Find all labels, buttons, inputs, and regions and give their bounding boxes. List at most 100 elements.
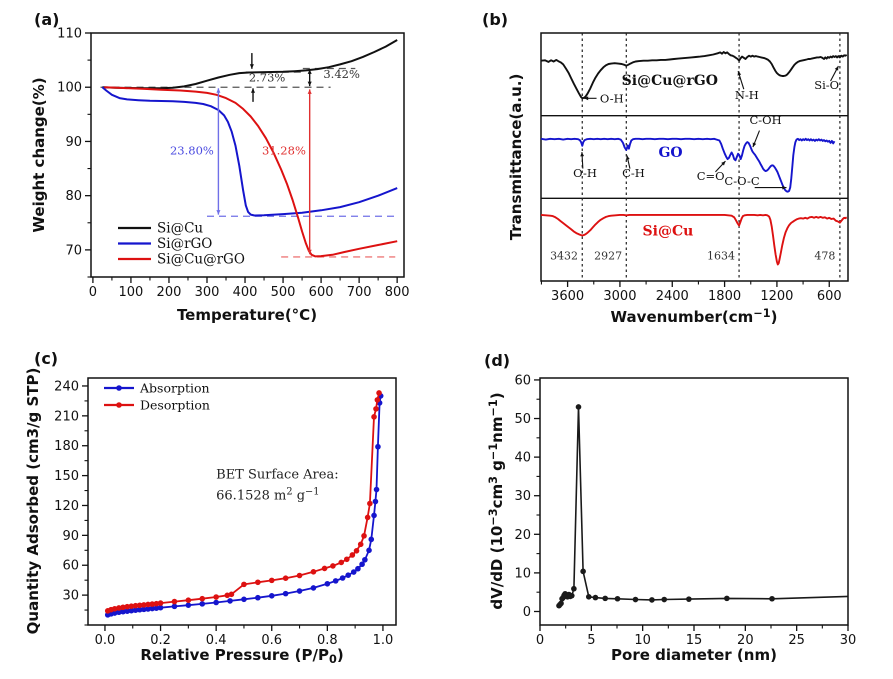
y-tick-label: 180: [54, 439, 79, 454]
data-point: [199, 601, 206, 607]
series-line-Si@Cu: [102, 39, 398, 90]
y-tick-label: 150: [54, 469, 79, 484]
spectrum-Si@Cu: [540, 213, 848, 266]
x-tick-label: 1200: [760, 289, 793, 304]
data-point: [580, 568, 586, 575]
x-tick-label: 800: [385, 285, 410, 300]
data-point: [350, 569, 357, 575]
x-tick-label: 0.2: [150, 633, 171, 648]
x-tick-label: 300: [195, 285, 220, 300]
data-point: [199, 595, 206, 602]
data-point: [111, 610, 118, 616]
x-tick-label: 0.0: [95, 633, 116, 648]
data-point: [111, 605, 118, 612]
data-point: [686, 596, 692, 602]
arrowhead-icon: [834, 66, 839, 71]
data-point: [661, 596, 668, 603]
series-line-Si@rGO: [101, 86, 398, 217]
data-point: [338, 559, 345, 566]
y-tick-label: 60: [514, 373, 531, 388]
data-point: [255, 594, 261, 601]
data-point: [116, 605, 122, 611]
series-tail-pore-size-distribution: [771, 595, 849, 600]
legend-label: Si@Cu: [157, 221, 203, 237]
legend-label: Si@Cu@rGO: [157, 252, 245, 268]
arrowhead-icon: [626, 155, 630, 160]
data-point: [185, 597, 192, 604]
data-point: [120, 604, 126, 611]
data-point: [558, 600, 564, 607]
y-tick-label: 40: [514, 451, 531, 466]
annotation-label: 3432: [550, 250, 578, 263]
data-point: [128, 603, 135, 609]
x-tick-label: 25: [788, 633, 805, 648]
data-point: [153, 605, 160, 611]
x-tick-label: 200: [157, 285, 182, 300]
data-point: [364, 514, 371, 521]
data-point: [376, 390, 382, 396]
sample-label: Si@Cu@rGO: [622, 73, 718, 89]
chart-c-bet-isotherm: (c) 0.0 0.2 0.4 0.6 0.8 1.0 30 60 90 120 150 180 210 2…: [24, 349, 397, 666]
spectrum-GO: [540, 137, 836, 193]
data-point: [136, 606, 143, 613]
data-point: [330, 563, 336, 569]
y-tick-label: 210: [54, 409, 79, 424]
data-point: [213, 594, 219, 600]
x-tick-label: 5: [587, 633, 595, 648]
data-point: [353, 548, 360, 554]
data-point: [367, 500, 373, 507]
data-point: [268, 593, 275, 599]
x-tick-label: 15: [686, 633, 703, 648]
data-point: [632, 596, 639, 603]
annotation-label: N-H: [735, 88, 759, 102]
y-tick-label: 50: [514, 412, 531, 427]
y-axis-title: dV/dD (10−3cm3 g−1nm−1): [487, 392, 506, 609]
axes-box: [540, 32, 849, 282]
annotation-label: C-O-C: [724, 174, 759, 188]
y-tick-label: 30: [514, 489, 531, 504]
arrowhead-icon: [583, 96, 589, 101]
arrowhead-icon: [752, 142, 757, 148]
data-point: [128, 607, 135, 614]
annotation-label: 478: [814, 250, 835, 263]
sample-label: Si@Cu: [643, 224, 694, 240]
data-point: [366, 547, 372, 554]
data-point: [120, 608, 126, 615]
panel-label-b: (b): [482, 10, 508, 29]
data-point: [141, 606, 147, 613]
annotation-label: 2927: [594, 250, 622, 263]
data-point: [602, 595, 608, 602]
data-point: [282, 590, 289, 597]
data-point: [136, 602, 143, 609]
arrowhead-icon: [216, 210, 221, 215]
x-axis-title: Relative Pressure (P/P0): [140, 646, 343, 666]
x-tick-label: 500: [271, 285, 296, 300]
data-point: [141, 602, 147, 608]
data-point: [124, 603, 130, 610]
y-tick-label: 100: [57, 81, 82, 96]
chart-a-tga: (a) 0 100 200 300 400 500 600 700 800 70 80 90 100 110…: [30, 10, 410, 324]
y-tick-label: 10: [514, 566, 531, 581]
data-point: [145, 606, 151, 612]
panel-label-a: (a): [34, 10, 59, 29]
data-point: [371, 414, 377, 420]
data-point: [357, 541, 364, 548]
x-axis-title: Wavenumber(cm−1): [611, 307, 778, 326]
y-tick-label: 60: [62, 559, 79, 574]
data-point: [339, 575, 346, 581]
annotation-label: 3.42%: [323, 67, 360, 81]
legend-label: Si@rGO: [157, 236, 212, 252]
data-point: [132, 607, 139, 613]
data-point: [116, 609, 122, 616]
sample-label: GO: [658, 145, 682, 161]
data-point: [282, 575, 289, 581]
arrowhead-icon: [307, 69, 312, 74]
data-point: [296, 588, 303, 594]
spectrum-Si@Cu@rGO: [540, 51, 848, 100]
data-point: [241, 596, 247, 603]
x-tick-label: 0: [89, 285, 97, 300]
data-point: [171, 603, 178, 610]
data-point: [592, 594, 599, 601]
data-point: [724, 595, 730, 602]
